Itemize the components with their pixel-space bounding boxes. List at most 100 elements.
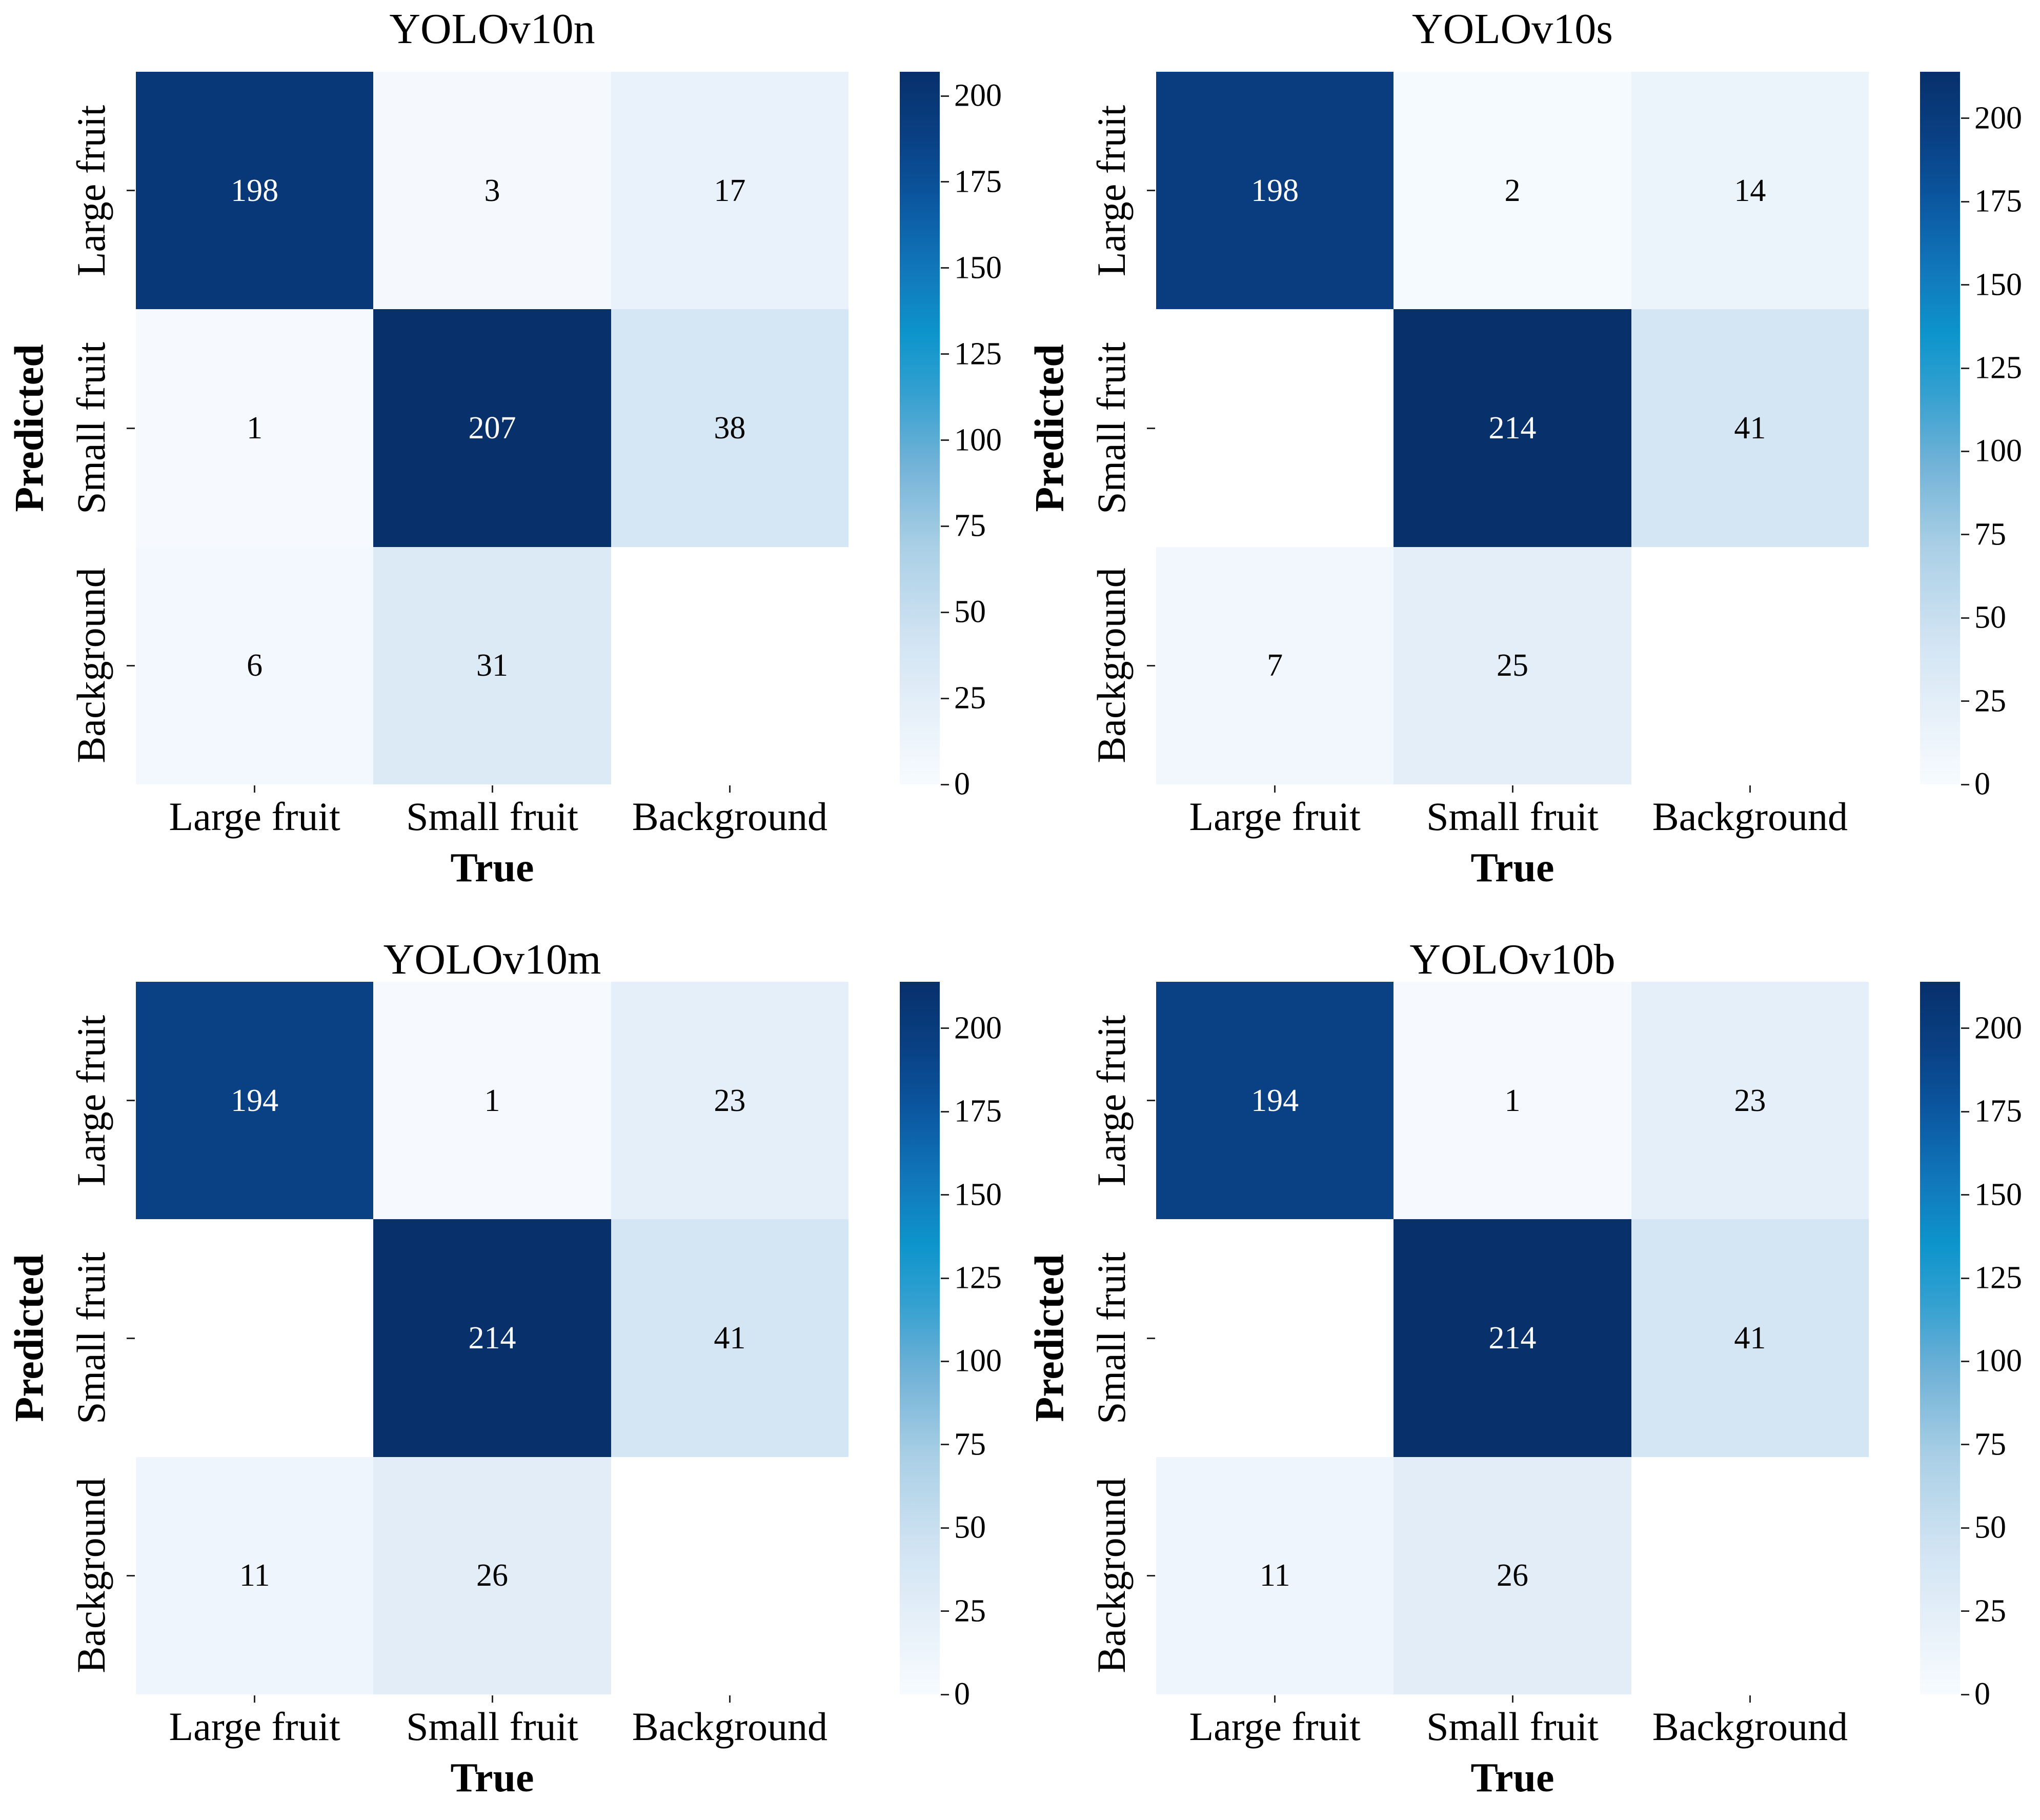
colorbar-tick-label: 0 [954,1676,970,1712]
colorbar-tick [941,439,949,441]
heatmap-cell [611,1457,849,1694]
cell-value: 198 [1251,173,1299,208]
x-tick-label: Small fruit [406,1704,578,1749]
colorbar-tick [1961,700,1969,702]
y-tick-label: Small fruit [1089,342,1134,514]
colorbar-tick-label: 150 [954,250,1002,286]
cell-value: 26 [1496,1558,1528,1593]
cell-value: 38 [714,410,746,446]
heatmap-cell: 31 [373,547,611,784]
heatmap-cell: 1 [1393,982,1631,1220]
heatmap-cell [1156,309,1394,547]
heatmap-cell [611,547,849,784]
x-axis-tick [254,785,256,793]
colorbar-tick [1961,450,1969,452]
colorbar-tick-label: 200 [1974,1010,2022,1046]
x-axis-tick [1511,785,1513,793]
y-tick-label: Small fruit [69,342,113,514]
colorbar-tick [941,611,949,613]
heatmap-cell: 1 [136,309,374,547]
colorbar-tick [1961,200,1969,203]
cell-value: 194 [231,1083,279,1118]
x-tick-label: Small fruit [406,794,578,839]
heatmap-cell [1631,547,1869,784]
colorbar-tick-label: 175 [954,164,1002,199]
heatmap-cell: 41 [1631,309,1869,547]
cell-value: 214 [468,1320,516,1356]
x-tick-label: Background [632,794,827,839]
x-tick-label: Background [1652,794,1848,839]
colorbar [900,982,940,1694]
heatmap-cell: 214 [1393,309,1631,547]
heatmap-cell: 26 [1393,1457,1631,1694]
x-axis-tick [491,1695,493,1703]
colorbar-tick-label: 200 [954,78,1002,113]
colorbar-tick [1961,534,1969,536]
x-axis-tick [1274,1695,1276,1703]
colorbar [900,72,940,784]
x-tick-label: Large fruit [1189,794,1361,839]
x-axis-tick [254,1695,256,1703]
colorbar-tick [941,267,949,269]
cell-value: 6 [247,648,263,683]
colorbar-tick-label: 150 [1974,267,2022,302]
y-tick-label: Large fruit [69,105,113,276]
heatmap-cell: 198 [1156,72,1394,310]
cell-value: 31 [476,648,508,683]
heatmap-cell: 38 [611,309,849,547]
y-tick-label: Background [1089,1478,1134,1673]
panel-title: YOLOv10n [389,5,595,53]
x-tick-label: Small fruit [1426,794,1599,839]
colorbar-tick-label: 25 [1974,1593,2006,1629]
y-axis-tick [127,1574,135,1576]
x-axis-tick [1749,1695,1751,1703]
colorbar-tick-label: 150 [1974,1177,2022,1212]
x-tick-label: Large fruit [169,1704,340,1749]
colorbar-tick-label: 75 [1974,1427,2006,1462]
y-tick-label: Large fruit [1089,105,1134,276]
heatmap-cell: 2 [1393,72,1631,310]
heatmap-cell [1631,1457,1869,1694]
colorbar-tick [941,525,949,527]
x-tick-label: Background [632,1704,827,1749]
colorbar-tick-label: 25 [954,680,986,716]
colorbar-tick-label: 100 [1974,433,2022,469]
cell-value: 23 [1734,1083,1766,1118]
y-tick-label: Small fruit [1089,1252,1134,1424]
colorbar-tick-label: 200 [1974,100,2022,136]
heatmap-cell: 26 [373,1457,611,1694]
cell-value: 7 [1267,648,1283,683]
colorbar-tick [1961,617,1969,619]
y-axis-tick [1147,1337,1155,1339]
cell-value: 214 [1488,410,1537,446]
y-axis-label: Predicted [7,344,52,512]
confusion-matrix-panel: YOLOv10n Predicted Large fruit Small fruit B… [0,0,1020,910]
colorbar-tick [941,783,949,785]
cell-value: 23 [714,1083,746,1118]
colorbar-tick-label: 200 [954,1010,1002,1046]
heatmap-cell: 11 [1156,1457,1394,1694]
y-axis-label: Predicted [1027,1254,1073,1422]
colorbar-tick [941,697,949,699]
confusion-matrix-panel: YOLOv10m Predicted Large fruit Small fruit B… [0,910,1020,1820]
colorbar-tick [941,1277,949,1279]
colorbar-tick [941,1360,949,1362]
colorbar-tick-label: 50 [954,1510,986,1545]
cell-value: 3 [484,173,500,208]
colorbar-tick-label: 75 [954,1427,986,1462]
y-tick-label: Background [69,568,113,763]
heatmap-cell: 3 [373,72,611,310]
heatmap-cell: 1 [373,982,611,1220]
cell-value: 194 [1251,1083,1299,1118]
x-axis-label: True [450,1755,534,1801]
colorbar [1920,982,1960,1694]
y-axis-label: Predicted [7,1254,52,1422]
heatmap-cell: 41 [611,1219,849,1457]
colorbar-tick [1961,1693,1969,1695]
y-tick-label: Background [1089,568,1134,763]
heatmap: 198 2 14 214 41 7 25 [1156,72,1869,784]
x-axis-tick [491,785,493,793]
y-axis-tick [127,1337,135,1339]
heatmap: 194 1 23 214 41 11 26 [1156,982,1869,1694]
heatmap-cell: 14 [1631,72,1869,310]
